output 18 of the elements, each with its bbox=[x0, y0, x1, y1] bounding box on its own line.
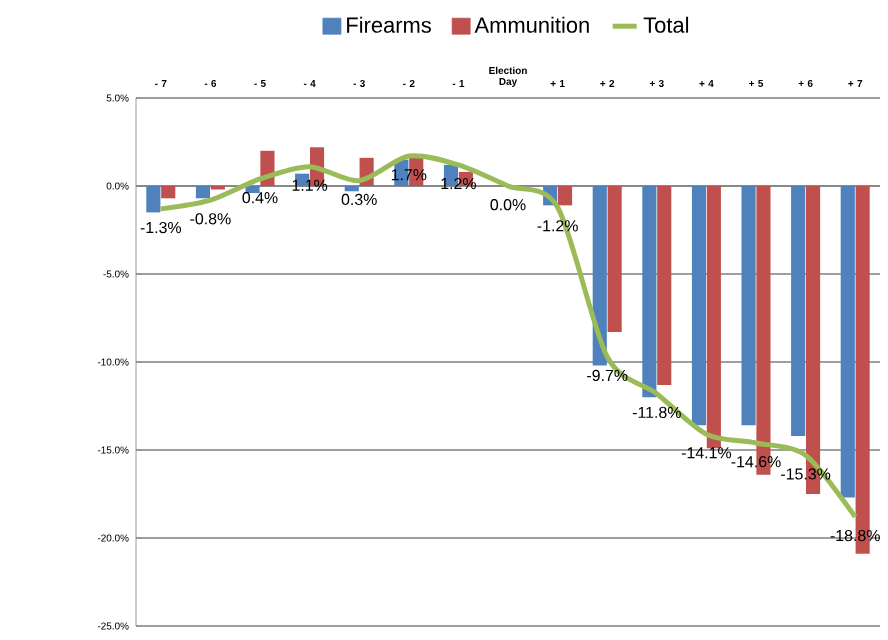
legend-label: Total bbox=[643, 16, 689, 33]
bar bbox=[195, 186, 211, 199]
bar bbox=[344, 186, 359, 192]
bar bbox=[592, 186, 607, 366]
bar bbox=[791, 186, 806, 436]
bar bbox=[741, 186, 756, 426]
bar bbox=[245, 186, 260, 194]
bar bbox=[706, 186, 721, 449]
bar bbox=[161, 186, 176, 199]
bar bbox=[557, 186, 573, 206]
bar bbox=[840, 186, 855, 498]
bar bbox=[691, 186, 707, 426]
legend-label: Firearms bbox=[347, 16, 431, 33]
bar bbox=[146, 186, 161, 213]
bar bbox=[642, 186, 657, 398]
bar bbox=[657, 186, 672, 385]
legend-label: Ammunition bbox=[474, 16, 589, 33]
bar bbox=[607, 186, 622, 333]
